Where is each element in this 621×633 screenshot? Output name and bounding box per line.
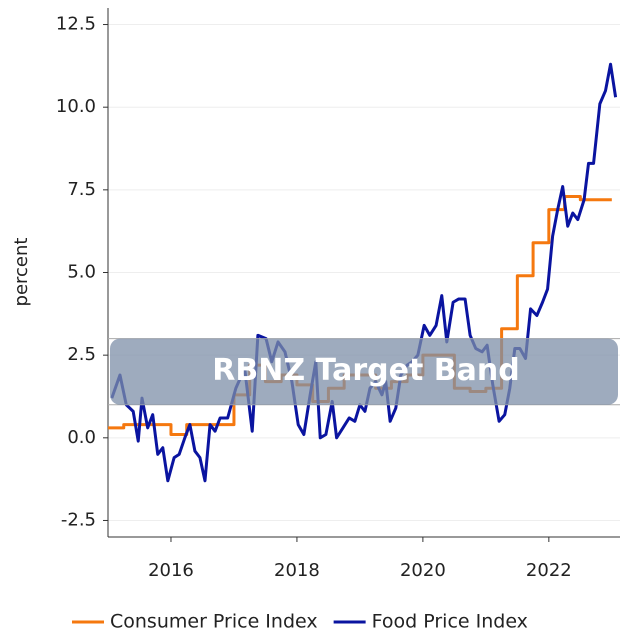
legend-label: Food Price Index (372, 611, 528, 633)
band-label: RBNZ Target Band (212, 353, 519, 388)
x-tick-label: 2016 (148, 560, 194, 581)
y-tick-label: 5.0 (67, 262, 96, 283)
y-tick-label: 0.0 (67, 427, 96, 448)
target-band (110, 338, 618, 405)
x-tick-label: 2018 (274, 560, 320, 581)
y-tick-label: -2.5 (61, 509, 96, 530)
x-tick-label: 2020 (400, 560, 446, 581)
y-tick-label: 12.5 (56, 14, 96, 35)
y-axis-label: percent (11, 238, 32, 307)
legend-label: Consumer Price Index (110, 611, 318, 633)
y-tick-label: 7.5 (67, 179, 96, 200)
x-tick-label: 2022 (526, 560, 572, 581)
y-tick-label: 10.0 (56, 96, 96, 117)
y-tick-label: 2.5 (67, 344, 96, 365)
